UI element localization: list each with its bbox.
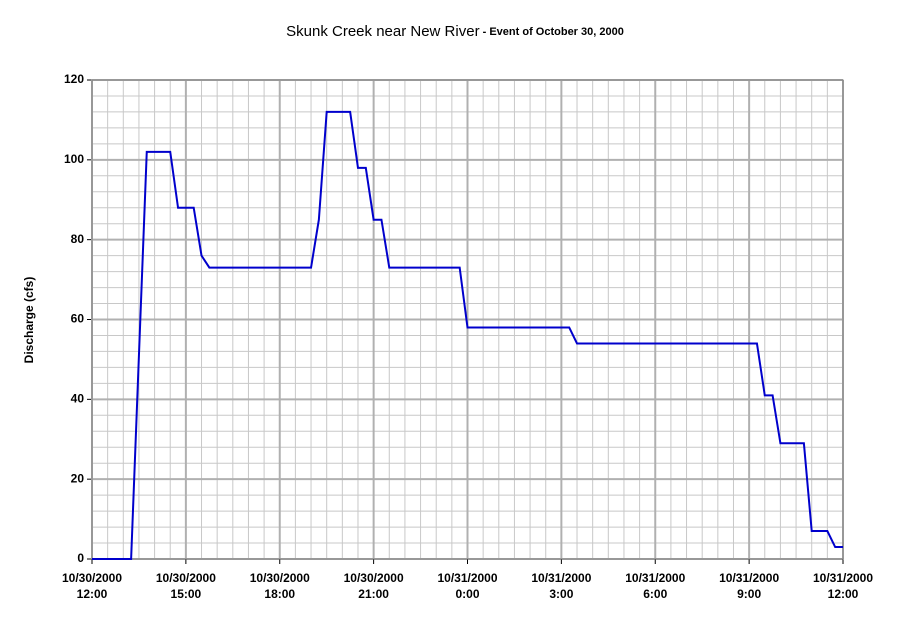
x-tick-label: 10/30/2000 12:00 <box>61 571 123 601</box>
chart-title: Skunk Creek near New River <box>286 23 479 40</box>
x-tick-label: 10/31/2000 12:00 <box>812 571 874 601</box>
x-tick-label: 10/30/2000 21:00 <box>343 571 404 601</box>
y-tick-label: 20 <box>71 471 85 485</box>
y-tick-label: 0 <box>77 551 84 565</box>
y-tick-label: 60 <box>71 312 85 326</box>
chart-subtitle: - Event of October 30, 2000 <box>480 26 624 38</box>
y-axis-label: Discharge (cfs) <box>22 277 36 364</box>
data-line <box>92 110 843 560</box>
x-tick-label: 10/30/2000 15:00 <box>155 571 216 601</box>
x-tick-label: 10/31/2000 9:00 <box>719 571 780 601</box>
x-tick-label: 10/31/2000 6:00 <box>625 571 686 601</box>
y-tick-label: 80 <box>71 232 85 246</box>
y-tick-label: 120 <box>64 72 84 86</box>
plot-border <box>91 79 844 560</box>
x-tick-label: 10/30/2000 18:00 <box>249 571 310 601</box>
y-tick-label: 100 <box>64 152 84 166</box>
chart-title-group: Skunk Creek near New River - Event of Oc… <box>286 23 624 40</box>
x-tick-label: 10/31/2000 0:00 <box>437 571 498 601</box>
y-tick-label: 40 <box>71 392 85 406</box>
x-tick-label: 10/31/2000 3:00 <box>531 571 592 601</box>
